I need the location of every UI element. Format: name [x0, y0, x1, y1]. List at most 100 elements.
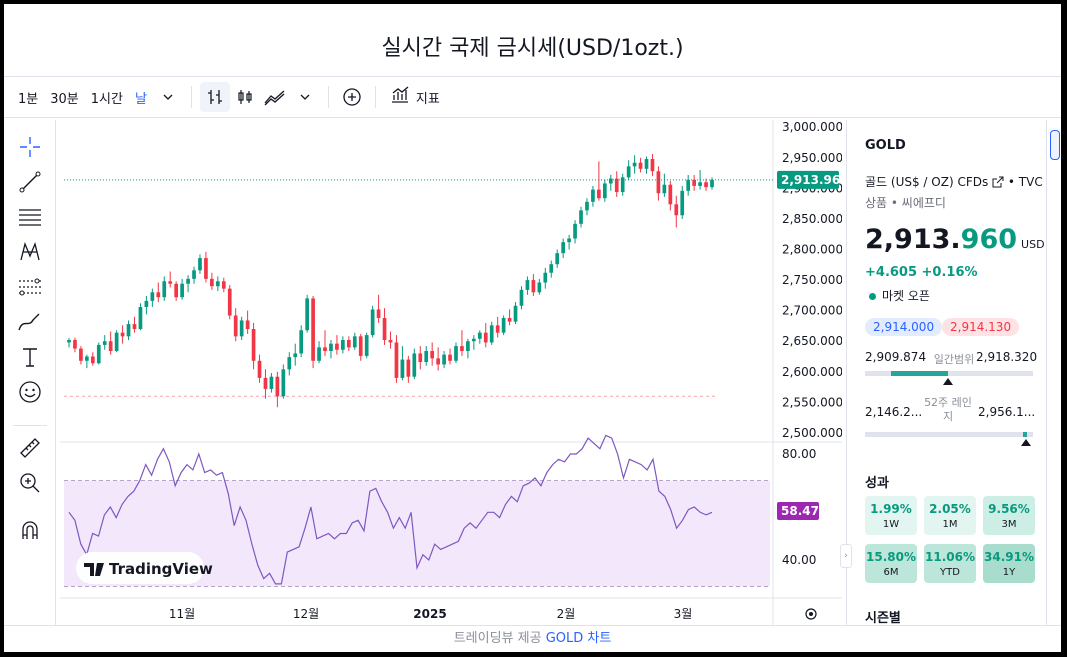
candle-body — [608, 178, 613, 184]
candle-body — [668, 184, 673, 205]
forecast-icon[interactable] — [17, 274, 43, 300]
candle-body — [674, 204, 679, 216]
candle-body — [162, 281, 167, 298]
candle-body — [120, 332, 125, 337]
candle-body — [132, 324, 137, 329]
tools-divider — [13, 425, 47, 426]
drawing-toolbar — [4, 120, 56, 625]
exchange-label: • TVC — [1007, 175, 1043, 189]
pattern-icon[interactable] — [17, 239, 43, 265]
indicators-button[interactable]: 지표 — [384, 82, 446, 112]
chart-type-chevron-down-icon[interactable] — [290, 82, 320, 112]
symbol-details-panel: GOLD 골드 (US$ / OZ) CFDs • TVC 상품 • 씨에프디 … — [840, 120, 1046, 626]
external-link-icon[interactable] — [992, 176, 1004, 191]
perf-1w[interactable]: 1.99% 1W — [865, 496, 917, 535]
perf-1m[interactable]: 2.05% 1M — [924, 496, 976, 535]
watchlist-tab-icon[interactable] — [1050, 130, 1060, 160]
time-tick-label: 11월 — [169, 607, 195, 621]
candle-body — [537, 282, 542, 293]
w52-range-marker-icon — [1021, 439, 1031, 446]
candle-body — [710, 179, 714, 188]
rsi-line — [68, 434, 713, 585]
perf-period: 1W — [882, 519, 900, 530]
candle-body — [287, 357, 292, 370]
perf-1y[interactable]: 34.91% 1Y — [983, 544, 1035, 583]
candle-body — [204, 258, 208, 279]
candle-body — [263, 377, 268, 389]
candle-body — [412, 353, 417, 377]
toolbar-divider — [190, 86, 192, 108]
magnet-icon[interactable] — [17, 518, 43, 544]
bid-badge: 2,914.000 — [865, 318, 943, 336]
tradingview-logo-icon — [84, 563, 104, 576]
interval-30m-button[interactable]: 30분 — [50, 91, 79, 107]
ruler-icon[interactable] — [17, 435, 43, 461]
candles-icon[interactable] — [230, 82, 260, 112]
perf-period: 3M — [1001, 519, 1017, 530]
rsi-value-label: 58.47 — [781, 504, 819, 518]
candle-body — [311, 298, 315, 361]
brush-icon[interactable] — [17, 309, 43, 335]
rsi-value-badge — [777, 502, 819, 521]
rsi-tick-label: 80.00 — [782, 447, 816, 461]
perf-value: 15.80% — [866, 550, 916, 564]
chart-canvas[interactable]: 3,000.0002,950.0002,900.0002,850.0002,80… — [60, 120, 849, 625]
symbol-description-line: 골드 (US$ / OZ) CFDs • TVC — [865, 173, 1043, 191]
candle-body — [632, 162, 637, 167]
candle-body — [686, 179, 691, 191]
interval-1h-button[interactable]: 1시간 — [90, 91, 123, 107]
day-range-marker-icon — [943, 378, 953, 385]
fib-lines-icon[interactable] — [17, 204, 43, 230]
footer-chart-link[interactable]: GOLD 차트 — [545, 631, 612, 646]
candle-body — [602, 183, 607, 199]
compare-bars-icon[interactable] — [199, 82, 230, 112]
candle-body — [424, 351, 429, 363]
candle-body — [382, 317, 387, 341]
w52-low: 2,146.2... — [865, 405, 923, 419]
perf-period: 6M — [883, 567, 899, 578]
candle-body — [418, 353, 423, 363]
price-integer: 2,913. — [865, 224, 961, 255]
candle-body — [436, 358, 440, 365]
price-tick-label: 2,750.000 — [782, 273, 842, 287]
interval-1m-button[interactable]: 1분 — [18, 91, 39, 107]
indicators-label: 지표 — [415, 91, 440, 107]
collapse-panel-icon[interactable]: › — [840, 544, 852, 568]
last-price: 2,913.960 USD — [865, 224, 1045, 255]
candle-body — [573, 223, 577, 239]
time-tick-label: 2025 — [413, 607, 446, 621]
chevron-down-icon[interactable] — [153, 82, 183, 112]
market-status-label: 마켓 오픈 — [882, 289, 930, 303]
emoji-icon[interactable] — [17, 379, 43, 405]
candle-body — [644, 159, 649, 169]
candle-body — [233, 315, 238, 337]
symbol-name: GOLD — [865, 138, 906, 153]
footer: 트레이딩뷰 제공 GOLD 차트 — [4, 625, 1061, 652]
area-chart-icon[interactable] — [260, 82, 290, 112]
candle-body — [442, 354, 446, 365]
candle-body — [329, 343, 333, 352]
perf-3m[interactable]: 9.56% 3M — [983, 496, 1035, 535]
crosshair-icon[interactable] — [17, 134, 43, 160]
candle-body — [507, 317, 512, 322]
candle-body — [370, 309, 375, 336]
price-decimal: 960 — [960, 224, 1018, 255]
perf-value: 2.05% — [929, 502, 971, 516]
perf-ytd[interactable]: 11.06% YTD — [924, 544, 976, 583]
interval-day-button[interactable]: 날 — [134, 91, 147, 107]
candle-body — [394, 342, 399, 378]
candle-body — [406, 359, 411, 377]
candle-body — [656, 171, 661, 194]
perf-6m[interactable]: 15.80% 6M — [865, 544, 917, 583]
price-tick-label: 2,700.000 — [782, 304, 842, 318]
price-chart[interactable]: 3,000.0002,950.0002,900.0002,850.0002,80… — [60, 120, 849, 625]
settings-gear-icon[interactable] — [805, 608, 817, 620]
zoom-in-icon[interactable] — [17, 470, 43, 496]
trendline-icon[interactable] — [17, 169, 43, 195]
time-tick-label: 12월 — [293, 607, 319, 621]
text-icon[interactable] — [17, 344, 43, 370]
candle-body — [239, 320, 244, 337]
add-circle-icon[interactable] — [337, 82, 367, 112]
candle-body — [585, 201, 589, 211]
settings-gear-center — [809, 612, 813, 616]
